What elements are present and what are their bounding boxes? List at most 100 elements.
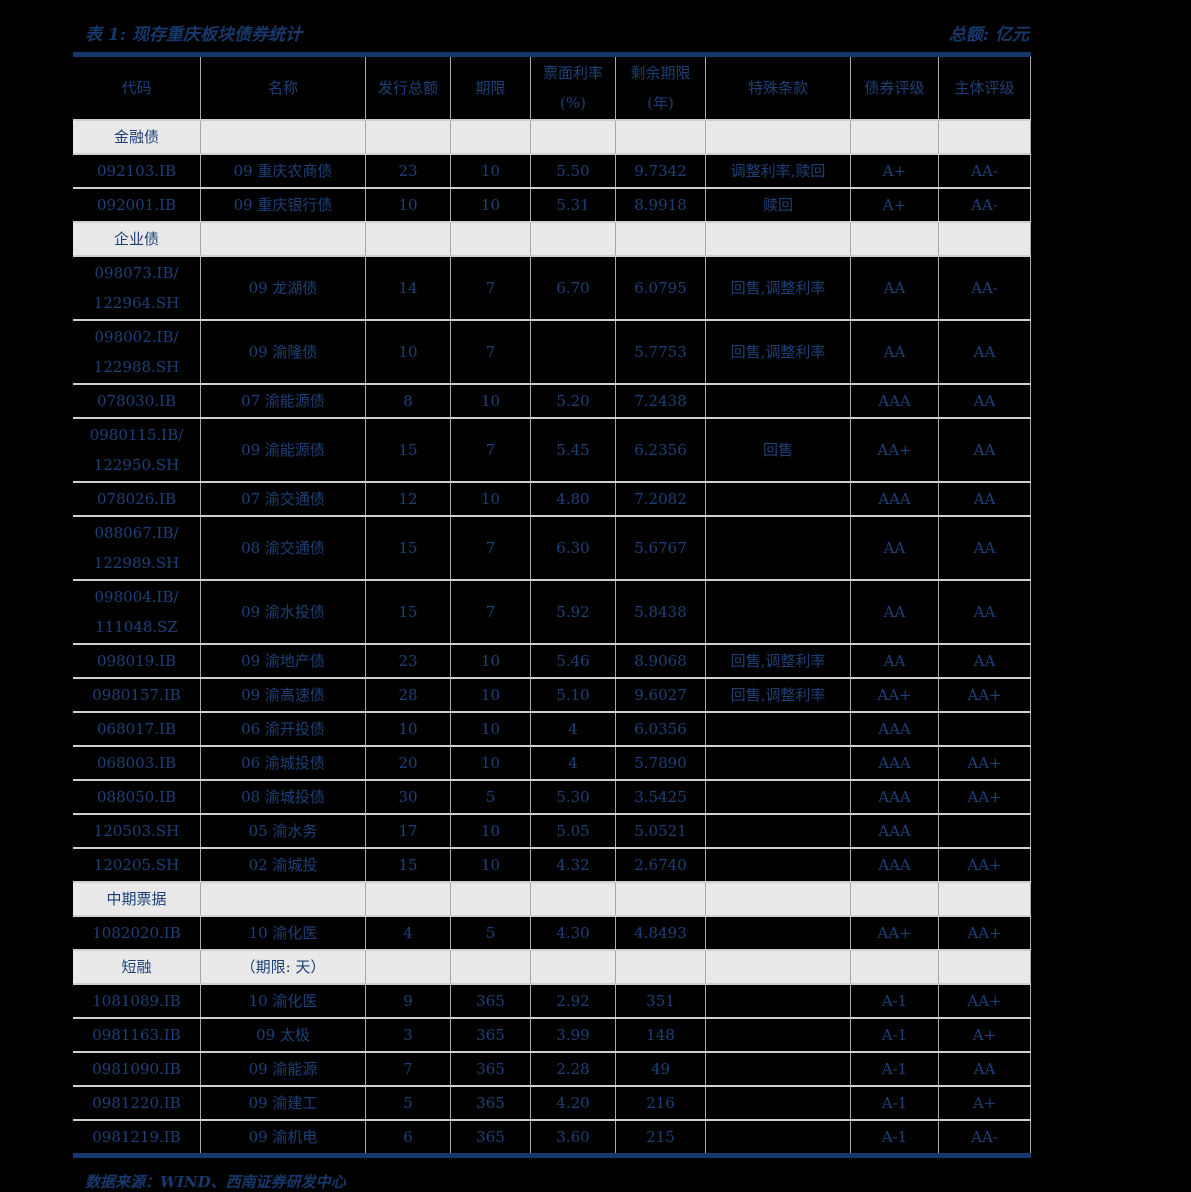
empty-cell xyxy=(851,121,939,153)
empty-cell xyxy=(851,951,939,983)
table-title: 表 1: 现存重庆板块债券统计 xyxy=(85,25,302,45)
term-cell: 7 xyxy=(451,581,531,643)
issue-amount-cell: 23 xyxy=(366,155,451,187)
term-cell: 365 xyxy=(451,1053,531,1085)
special-clauses-cell xyxy=(706,1121,851,1153)
bond-code: 120205.SH xyxy=(93,856,180,874)
table-row: 0981219.IB 09 渝机电 6 365 3.60 215 A-1 AA- xyxy=(73,1119,1031,1153)
issue-amount-cell: 14 xyxy=(366,257,451,319)
special-clauses-cell: 调整利率,赎回 xyxy=(706,155,851,187)
bond-name-cell: 08 渝城投债 xyxy=(201,781,366,813)
remaining-term-cell: 5.8438 xyxy=(616,581,706,643)
table-row: 092001.IB 09 重庆银行债 10 10 5.31 8.9918 赎回 … xyxy=(73,187,1031,221)
bond-code: 098002.IB/ xyxy=(94,328,179,346)
term-cell: 365 xyxy=(451,985,531,1017)
bond-name-cell: 09 渝能源债 xyxy=(201,419,366,481)
table-row: 078026.IB 07 渝交通债 12 10 4.80 7.2082 AAA … xyxy=(73,481,1031,515)
bond-rating-cell: A-1 xyxy=(851,1019,939,1051)
special-clauses-cell xyxy=(706,747,851,779)
bond-code: 0980115.IB/ xyxy=(89,426,184,444)
coupon-rate-cell: 4.20 xyxy=(531,1087,616,1119)
term-cell: 5 xyxy=(451,917,531,949)
header-cell-bond-rating: 债券评级 xyxy=(851,57,939,119)
header-label: 代码 xyxy=(121,79,152,97)
bond-name-cell: 09 渝地产债 xyxy=(201,645,366,677)
issuer-rating-cell: AA- xyxy=(939,189,1031,221)
empty-cell xyxy=(451,951,531,983)
remaining-term-cell: 9.6027 xyxy=(616,679,706,711)
section-label-cell: 中期票据 xyxy=(73,883,201,915)
header-label: 债券评级 xyxy=(864,79,925,97)
table-row: 098073.IB/ 122964.SH 09 龙湖债 14 7 6.70 6.… xyxy=(73,255,1031,319)
empty-cell xyxy=(706,223,851,255)
bond-code-line2: 122950.SH xyxy=(93,456,180,474)
term-cell: 10 xyxy=(451,747,531,779)
issuer-rating-cell: AA xyxy=(939,645,1031,677)
bond-name-cell: 06 渝城投债 xyxy=(201,747,366,779)
issuer-rating-cell: AA xyxy=(939,483,1031,515)
issuer-rating-cell: AA+ xyxy=(939,781,1031,813)
bond-rating-cell: AA xyxy=(851,581,939,643)
issue-amount-cell: 15 xyxy=(366,517,451,579)
bond-name-cell: 07 渝交通债 xyxy=(201,483,366,515)
bond-name-cell: 08 渝交通债 xyxy=(201,517,366,579)
table-row: 0980157.IB 09 渝高速债 28 10 5.10 9.6027 回售,… xyxy=(73,677,1031,711)
term-cell: 5 xyxy=(451,781,531,813)
special-clauses-cell: 回售,调整利率 xyxy=(706,679,851,711)
special-clauses-cell xyxy=(706,517,851,579)
bond-rating-cell: AA+ xyxy=(851,419,939,481)
coupon-rate-cell: 2.92 xyxy=(531,985,616,1017)
bond-code-cell: 0981090.IB xyxy=(73,1053,201,1085)
bond-name-cell: 09 渝高速债 xyxy=(201,679,366,711)
table-row: 0980115.IB/ 122950.SH 09 渝能源债 15 7 5.45 … xyxy=(73,417,1031,481)
issuer-rating-cell: AA xyxy=(939,1053,1031,1085)
special-clauses-cell: 回售,调整利率 xyxy=(706,645,851,677)
bond-code: 0981220.IB xyxy=(92,1094,181,1112)
bond-rating-cell: AAA xyxy=(851,781,939,813)
empty-cell xyxy=(531,121,616,153)
empty-cell xyxy=(531,223,616,255)
term-cell: 10 xyxy=(451,679,531,711)
top-rule xyxy=(73,52,1031,57)
bond-code: 0981219.IB xyxy=(92,1128,181,1146)
table-row: 078030.IB 07 渝能源债 8 10 5.20 7.2438 AAA A… xyxy=(73,383,1031,417)
special-clauses-cell xyxy=(706,1087,851,1119)
bond-name-cell: 09 渝水投债 xyxy=(201,581,366,643)
special-clauses-cell xyxy=(706,917,851,949)
coupon-rate-cell: 5.50 xyxy=(531,155,616,187)
bond-code: 098004.IB/ xyxy=(94,588,179,606)
table-row: 120205.SH 02 渝城投 15 10 4.32 2.6740 AAA A… xyxy=(73,847,1031,881)
bond-code-cell: 088050.IB xyxy=(73,781,201,813)
remaining-term-cell: 6.2356 xyxy=(616,419,706,481)
document-page: 表 1: 现存重庆板块债券统计 总额: 亿元 代码 名称 发行总额 期限 票面利 xyxy=(73,25,1031,1191)
issue-amount-cell: 15 xyxy=(366,581,451,643)
special-clauses-cell: 回售 xyxy=(706,419,851,481)
bond-code: 088050.IB xyxy=(97,788,176,806)
bond-rating-cell: AA+ xyxy=(851,679,939,711)
issuer-rating-cell: AA xyxy=(939,517,1031,579)
term-cell: 10 xyxy=(451,849,531,881)
bond-code: 092001.IB xyxy=(97,196,176,214)
coupon-rate-cell: 4 xyxy=(531,713,616,745)
bond-code-cell: 088067.IB/ 122989.SH xyxy=(73,517,201,579)
bond-code-cell: 098004.IB/ 111048.SZ xyxy=(73,581,201,643)
issue-amount-cell: 4 xyxy=(366,917,451,949)
bond-rating-cell: AAA xyxy=(851,815,939,847)
header-label: 发行总额 xyxy=(377,79,438,97)
issue-amount-cell: 10 xyxy=(366,189,451,221)
term-cell: 10 xyxy=(451,815,531,847)
coupon-rate-cell: 4.30 xyxy=(531,917,616,949)
issuer-rating-cell: AA xyxy=(939,321,1031,383)
section-label-cell: 企业债 xyxy=(73,223,201,255)
header-cell-term: 期限 xyxy=(451,57,531,119)
issue-amount-cell: 10 xyxy=(366,713,451,745)
section-note-cell xyxy=(201,223,366,255)
bond-code-cell: 120205.SH xyxy=(73,849,201,881)
term-cell: 10 xyxy=(451,155,531,187)
coupon-rate-cell: 5.30 xyxy=(531,781,616,813)
empty-cell xyxy=(706,121,851,153)
bond-rating-cell: AAA xyxy=(851,483,939,515)
bond-code-line2: 122989.SH xyxy=(93,554,180,572)
bond-name-cell: 10 渝化医 xyxy=(201,985,366,1017)
bond-code-cell: 1082020.IB xyxy=(73,917,201,949)
